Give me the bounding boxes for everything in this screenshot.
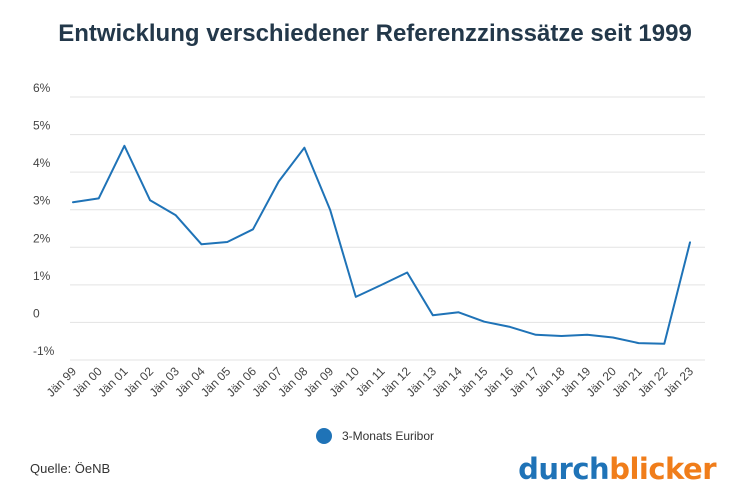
- logo-part-1: durch: [518, 452, 610, 486]
- series-lines: [72, 144, 691, 345]
- series-line-0: [72, 144, 691, 345]
- legend-marker: [315, 428, 332, 444]
- source-note: Quelle: ÖeNB: [30, 461, 111, 476]
- y-tick-label: 5%: [33, 119, 51, 133]
- y-axis-ticks: -1% 0 1% 2% 3% 4% 5% 6%: [33, 81, 55, 358]
- chart-title: Entwicklung verschiedener Referenzzinssä…: [58, 20, 692, 47]
- y-tick-label: 4%: [33, 156, 51, 170]
- y-tick-label: 6%: [33, 81, 51, 95]
- logo-part-2: blicker: [609, 452, 716, 486]
- y-tick-label: -1%: [33, 344, 55, 358]
- y-tick-label: 2%: [33, 231, 51, 245]
- y-tick-label: 3%: [33, 194, 51, 208]
- brand-logo: durchblicker: [518, 452, 716, 486]
- y-tick-label: 1%: [33, 269, 51, 283]
- y-tick-label: 0: [33, 306, 40, 320]
- x-tick-label: Jän 23: [661, 364, 697, 400]
- grid-lines: [70, 96, 705, 361]
- legend-label: 3-Monats Euribor: [341, 429, 435, 443]
- legend: 3-Monats Euribor: [0, 428, 750, 444]
